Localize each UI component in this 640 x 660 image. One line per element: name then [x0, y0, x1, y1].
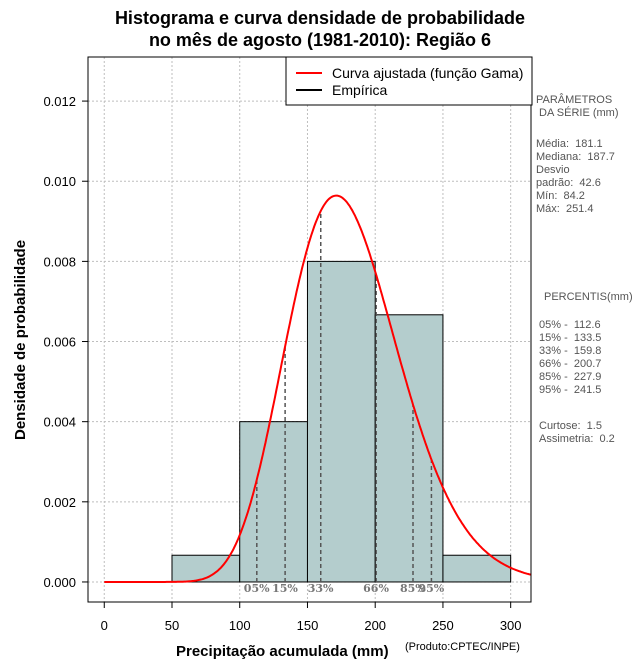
- params-body: Média: 181.1 Mediana: 187.7 Desvio padrã…: [536, 138, 615, 215]
- histogram-bar: [442, 554, 512, 583]
- gamma-curve: [104, 194, 532, 583]
- percentis-title: PERCENTIS(mm): [544, 291, 633, 303]
- legend-label: Curva ajustada (função Gama): [332, 65, 523, 81]
- percentile-label: 95%: [418, 582, 444, 595]
- y-tick-label: 0.008: [43, 254, 76, 269]
- legend-box: [285, 56, 533, 106]
- percentile-label: 05%: [244, 582, 270, 595]
- x-tick-label: 50: [165, 618, 179, 633]
- x-tick-label: 300: [500, 618, 522, 633]
- y-tick-label: 0.004: [43, 415, 76, 430]
- histogram-bar: [374, 314, 444, 583]
- percentile-label: 66%: [363, 582, 389, 595]
- y-tick-label: 0.012: [43, 94, 76, 109]
- credit-text: (Produto:CPTEC/INPE): [405, 641, 520, 653]
- percentile-label: 15%: [272, 582, 298, 595]
- x-tick-label: 100: [229, 618, 251, 633]
- params-title: PARÂMETROS DA SÉRIE (mm): [536, 94, 619, 119]
- percentile-label: 85%: [400, 582, 426, 595]
- chart-title-line2: no mês de agosto (1981-2010): Região 6: [148, 30, 492, 50]
- x-tick-label: 200: [364, 618, 386, 633]
- histogram-bar: [306, 260, 376, 583]
- y-tick-label: 0.000: [43, 575, 76, 590]
- y-axis-label: Densidade de probabilidade: [12, 239, 29, 440]
- y-tick-label: 0.002: [43, 495, 76, 510]
- chart-title-line1: Histograma e curva densidade de probabil…: [114, 8, 526, 28]
- x-axis-label: Precipitação acumulada (mm): [176, 643, 389, 660]
- y-tick-label: 0.006: [43, 335, 76, 350]
- legend-label: Empírica: [332, 82, 387, 98]
- x-tick-label: 150: [297, 618, 319, 633]
- x-tick-label: 250: [432, 618, 454, 633]
- stats-body: Curtose: 1.5 Assimetria: 0.2: [539, 420, 615, 445]
- x-tick-label: 0: [101, 618, 108, 633]
- y-tick-label: 0.010: [43, 174, 76, 189]
- percentis-body: 05% - 112.6 15% - 133.5 33% - 159.8 66% …: [539, 319, 602, 396]
- percentile-label: 33%: [308, 582, 334, 595]
